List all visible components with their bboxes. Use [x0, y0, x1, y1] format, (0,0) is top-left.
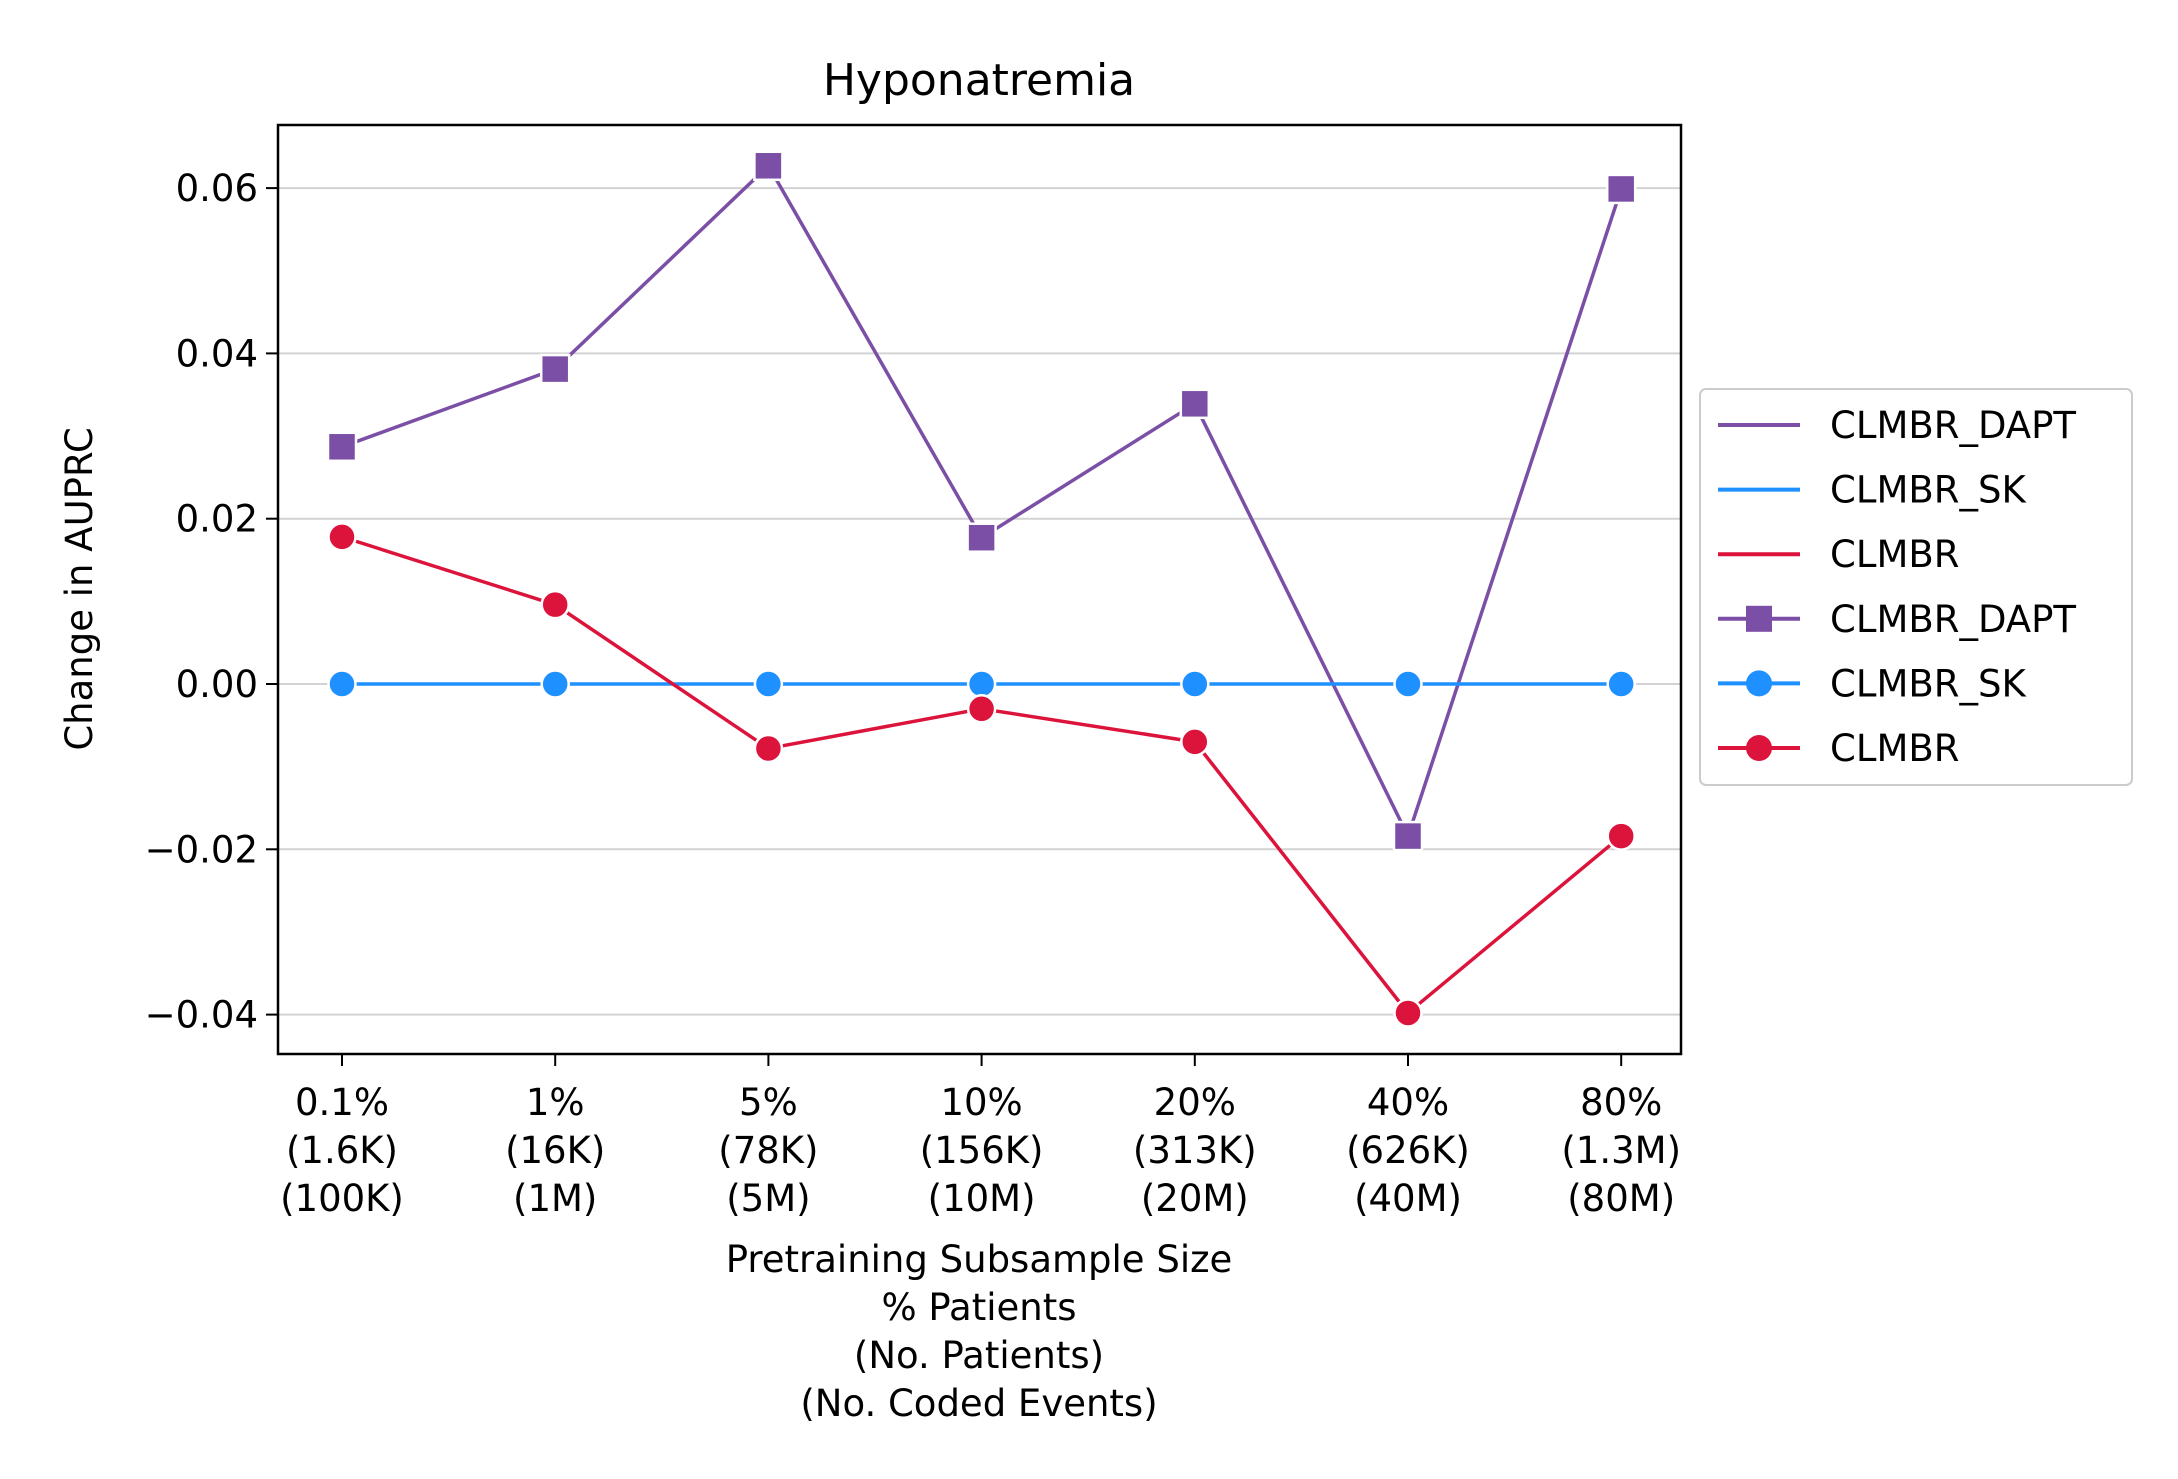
data-point — [1179, 388, 1211, 420]
legend-item: CLMBR_DAPT — [1718, 598, 2076, 641]
x-axis-label-line: (No. Coded Events) — [800, 1382, 1157, 1425]
data-point — [1180, 669, 1210, 699]
data-point — [327, 669, 357, 699]
legend-item: CLMBR — [1718, 533, 1959, 576]
x-tick-label: (156K) — [920, 1129, 1044, 1172]
chart-title: Hyponatremia — [823, 55, 1135, 106]
x-tick-label: (16K) — [505, 1129, 605, 1172]
legend-swatch-marker — [1746, 670, 1772, 697]
y-axis-label: Change in AUPRC — [58, 427, 101, 750]
data-point — [539, 353, 571, 385]
data-point — [753, 669, 784, 699]
legend-frame — [1699, 388, 2133, 786]
data-point — [326, 431, 358, 463]
data-point — [327, 522, 357, 552]
legend-label: CLMBR_DAPT — [1830, 404, 2076, 447]
data-point — [1606, 669, 1636, 699]
x-tick-label: 1% — [526, 1081, 585, 1124]
legend-item: CLMBR_SK — [1718, 469, 2027, 512]
y-tick-label: −0.02 — [145, 828, 258, 871]
x-axis-label-line: Pretraining Subsample Size — [726, 1238, 1233, 1281]
data-point — [753, 733, 784, 764]
data-point — [1605, 173, 1637, 205]
data-point — [1180, 727, 1210, 757]
x-tick-label: (20M) — [1141, 1177, 1249, 1220]
x-tick-label: (1.3M) — [1561, 1129, 1681, 1172]
x-tick-label: (100K) — [280, 1177, 404, 1220]
x-tick-label: 80% — [1580, 1081, 1662, 1124]
series-markers — [326, 150, 1637, 1028]
legend-item: CLMBR — [1718, 727, 1959, 770]
legend-label: CLMBR_SK — [1830, 662, 2027, 705]
data-point — [753, 150, 784, 182]
y-tick-label: −0.04 — [145, 994, 258, 1037]
x-tick-label: 5% — [739, 1081, 798, 1124]
grid-lines — [278, 187, 1681, 1016]
legend-item: CLMBR_DAPT — [1718, 404, 2076, 447]
x-tick-label: 10% — [940, 1081, 1022, 1124]
data-point — [1606, 821, 1636, 851]
data-point — [966, 669, 997, 699]
x-tick-label: 0.1% — [295, 1081, 389, 1124]
data-point — [1393, 998, 1423, 1028]
legend-swatch-marker — [1746, 605, 1772, 632]
y-tick-label: 0.02 — [176, 498, 258, 541]
x-tick-label: (1.6K) — [286, 1129, 398, 1172]
data-point — [540, 589, 570, 620]
x-tick-label: 40% — [1367, 1081, 1449, 1124]
x-tick-label: (626K) — [1346, 1129, 1470, 1172]
x-tick-label: (40M) — [1354, 1177, 1462, 1220]
legend-label: CLMBR_DAPT — [1830, 598, 2076, 641]
x-tick-label: (10M) — [928, 1177, 1036, 1220]
x-axis-ticks: 0.1% (1.6K) (100K) 1% (16K) (1M) 5% (78K) (5M) 10… — [280, 1054, 1681, 1220]
legend: CLMBR_DAPT CLMBR_SK CLMBR CLMBR_DAPT CLMBR_S… — [1699, 388, 2133, 786]
plot-area-frame — [276, 123, 1683, 1056]
legend-label: CLMBR — [1830, 533, 1959, 576]
data-point — [1392, 820, 1424, 852]
x-tick-label: (78K) — [718, 1129, 818, 1172]
x-tick-label: (5M) — [726, 1177, 810, 1220]
series-line — [341, 164, 1623, 838]
x-tick-label: 20% — [1154, 1081, 1236, 1124]
y-tick-label: 0.04 — [176, 332, 258, 375]
legend-label: CLMBR — [1830, 727, 1959, 770]
y-axis-ticks: −0.04 −0.02 0.00 0.02 0.04 0.06 — [145, 167, 278, 1037]
legend-swatch-marker — [1746, 735, 1772, 761]
data-point — [966, 694, 997, 724]
x-axis-label-line: (No. Patients) — [854, 1334, 1104, 1377]
x-tick-label: (80M) — [1567, 1177, 1675, 1220]
data-point — [540, 669, 570, 699]
legend-item: CLMBR_SK — [1718, 662, 2027, 705]
legend-label: CLMBR_SK — [1830, 469, 2027, 512]
x-axis-label: Pretraining Subsample Size % Patients (No.… — [726, 1238, 1233, 1425]
y-tick-label: 0.06 — [176, 167, 258, 210]
series-lines — [341, 164, 1623, 1015]
data-point — [966, 522, 997, 553]
data-point — [1393, 669, 1423, 699]
x-axis-label-line: % Patients — [881, 1286, 1076, 1329]
y-tick-label: 0.00 — [176, 663, 258, 706]
x-tick-label: (1M) — [513, 1177, 597, 1220]
x-tick-label: (313K) — [1133, 1129, 1257, 1172]
